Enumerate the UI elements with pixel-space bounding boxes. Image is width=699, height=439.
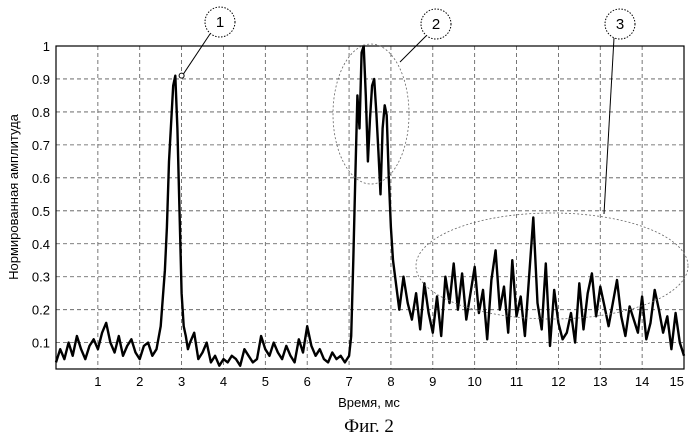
leader-line	[184, 34, 210, 74]
annotation-3: 3	[416, 9, 688, 319]
figure-caption: Фиг. 2	[344, 416, 394, 437]
y-tick-label: 0.5	[32, 204, 50, 219]
y-tick-label: 0.7	[32, 138, 50, 153]
y-tick-label: 0.3	[32, 270, 50, 285]
x-tick-label: 9	[429, 374, 436, 389]
y-tick-label: 0.2	[32, 303, 50, 318]
annotation-1: 1	[179, 7, 235, 78]
annotation-2: 2	[333, 9, 451, 184]
callout-label: 2	[432, 16, 440, 33]
x-tick-label: 7	[345, 374, 352, 389]
callout-label: 3	[616, 16, 624, 33]
x-tick-label: 6	[304, 374, 311, 389]
chart-grid	[56, 46, 684, 369]
series-line	[56, 46, 684, 366]
leader-line	[400, 36, 426, 62]
x-tick-label: 11	[510, 374, 524, 389]
annotations: 1 2 3	[179, 7, 688, 319]
x-tick-label: 8	[387, 374, 394, 389]
x-axis-label: Время, мс	[338, 395, 400, 410]
x-tick-label: 13	[593, 374, 607, 389]
y-tick-label: 0.8	[32, 105, 50, 120]
y-tick-label: 0.9	[32, 72, 50, 87]
y-tick-label: 0.1	[32, 336, 50, 351]
y-axis-label: Нормированная амплитуда	[6, 113, 21, 280]
x-tick-labels: 123456789101112131415	[94, 374, 684, 389]
x-tick-label: 3	[178, 374, 185, 389]
x-tick-label: 2	[136, 374, 143, 389]
y-tick-label: 0.4	[32, 237, 50, 252]
x-tick-label: 15	[670, 374, 684, 389]
x-tick-label: 14	[635, 374, 649, 389]
y-tick-label: 1	[43, 39, 50, 54]
peak-marker	[179, 73, 184, 78]
x-tick-label: 1	[94, 374, 101, 389]
x-tick-label: 4	[220, 374, 227, 389]
x-tick-label: 12	[551, 374, 565, 389]
y-tick-label: 0.6	[32, 171, 50, 186]
x-tick-label: 10	[467, 374, 481, 389]
callout-label: 1	[216, 14, 224, 31]
x-tick-label: 5	[262, 374, 269, 389]
y-tick-labels: 0.1 0.2 0.3 0.4 0.5 0.6 0.7 0.8 0.9 1	[32, 39, 50, 351]
plot-frame	[56, 46, 684, 369]
leader-line	[604, 38, 614, 214]
